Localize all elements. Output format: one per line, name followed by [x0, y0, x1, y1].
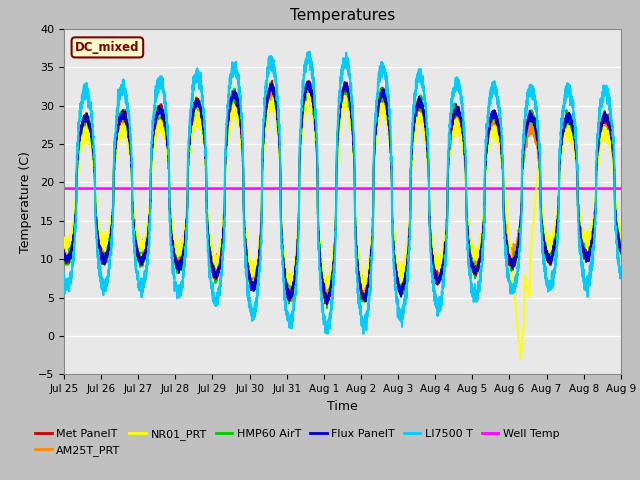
Text: DC_mixed: DC_mixed	[75, 41, 140, 54]
Legend: Met PanelT, AM25T_PRT, NR01_PRT, HMP60 AirT, Flux PanelT, LI7500 T, Well Temp: Met PanelT, AM25T_PRT, NR01_PRT, HMP60 A…	[31, 425, 564, 460]
X-axis label: Time: Time	[327, 400, 358, 413]
Title: Temperatures: Temperatures	[290, 9, 395, 24]
Y-axis label: Temperature (C): Temperature (C)	[19, 151, 33, 252]
